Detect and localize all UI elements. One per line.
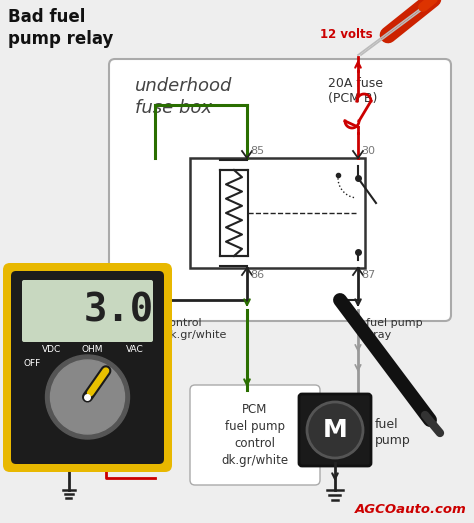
FancyBboxPatch shape: [3, 263, 172, 472]
Circle shape: [307, 402, 363, 458]
Text: 86: 86: [250, 270, 264, 280]
Text: M: M: [323, 418, 347, 442]
Circle shape: [51, 360, 125, 434]
Text: OHM: OHM: [81, 346, 103, 355]
FancyBboxPatch shape: [190, 385, 320, 485]
Text: 30: 30: [361, 146, 375, 156]
Text: AGCOauto.com: AGCOauto.com: [355, 503, 467, 516]
Text: fuel
pump: fuel pump: [375, 418, 411, 447]
Bar: [190, 158, 365, 268]
Text: 20A fuse
(PCM B): 20A fuse (PCM B): [328, 77, 383, 105]
Text: VAC: VAC: [126, 346, 144, 355]
Text: 87: 87: [361, 270, 375, 280]
Circle shape: [46, 355, 129, 439]
Text: PCM
fuel pump
control
dk.gr/white: PCM fuel pump control dk.gr/white: [221, 403, 289, 467]
FancyBboxPatch shape: [22, 280, 153, 342]
Text: 12 volts: 12 volts: [320, 28, 373, 41]
FancyBboxPatch shape: [11, 271, 164, 464]
Text: 3.0: 3.0: [84, 292, 155, 330]
Text: fuel pump
gray: fuel pump gray: [366, 318, 423, 340]
FancyBboxPatch shape: [109, 59, 451, 321]
Text: OFF: OFF: [23, 358, 41, 368]
Text: Bad fuel
pump relay: Bad fuel pump relay: [8, 8, 113, 48]
Text: VDC: VDC: [42, 346, 62, 355]
Text: control
dk.gr/white: control dk.gr/white: [163, 318, 227, 340]
FancyBboxPatch shape: [299, 394, 371, 466]
Text: 85: 85: [250, 146, 264, 156]
Text: underhood
fuse box: underhood fuse box: [135, 77, 232, 117]
